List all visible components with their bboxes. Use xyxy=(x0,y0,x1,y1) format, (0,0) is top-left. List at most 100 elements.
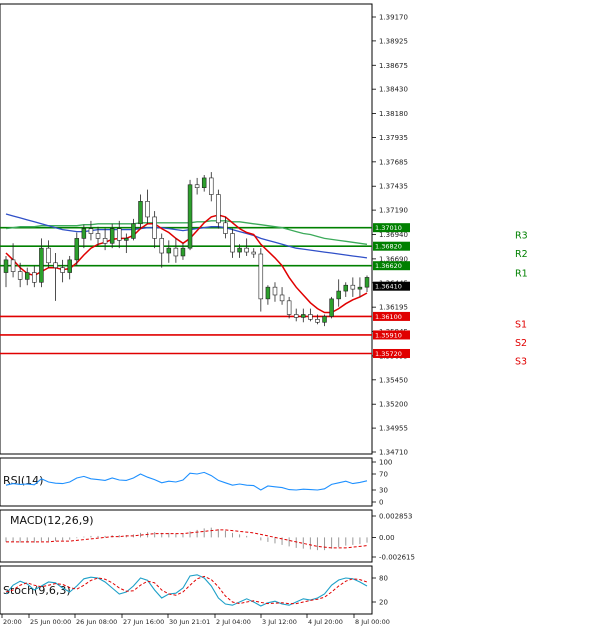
candle-bear xyxy=(46,247,51,264)
candle-bear xyxy=(209,177,214,195)
price-panel: 1.39170 1.38925 1.38675 1.38430 1.38180 1.379… xyxy=(0,3,528,457)
stoch-axis: 80 20 xyxy=(372,575,388,607)
candle-bull xyxy=(138,201,143,225)
candle-bear xyxy=(152,216,157,239)
time-tick-label: 27 Jun 16:00 xyxy=(123,618,164,626)
level-price-badges: 1.37010 1.36820 1.36620 1.36100 1.35910 1.357… xyxy=(373,223,410,358)
candle-bull xyxy=(201,177,207,188)
candle-bull xyxy=(166,247,172,254)
moving-averages xyxy=(5,213,368,314)
candle-bull xyxy=(336,290,341,300)
candle-bear xyxy=(145,201,150,218)
rsi-panel-frame xyxy=(0,457,373,507)
candle-bear xyxy=(102,238,108,244)
candle-bull xyxy=(124,238,129,241)
time-tick-label: 20:00 xyxy=(3,618,22,626)
candle-bull xyxy=(131,223,136,239)
time-tick-label: 30 Jun 21:01 xyxy=(169,618,210,626)
candle-bull xyxy=(265,286,271,300)
macd-title: MACD(12,26,9) xyxy=(10,514,94,527)
level-badge-s3 xyxy=(373,348,410,358)
candle-bear xyxy=(117,228,122,241)
ma-mid-line xyxy=(5,213,368,259)
level-labels: R3 R2 R1 S1 S2 S3 xyxy=(515,231,528,368)
candle-bull xyxy=(109,228,115,244)
candle-bear xyxy=(32,272,37,283)
candle-bear xyxy=(244,247,249,253)
rsi-axis: 100 70 30 0 xyxy=(372,459,392,507)
candle-bear xyxy=(194,184,200,188)
candle-bull xyxy=(81,228,87,239)
stoch-panel: Stoch(9,6,3) 80 20 xyxy=(0,565,388,615)
level-badge-r1 xyxy=(373,261,410,271)
level-badge-value: 1.35720 xyxy=(375,350,402,358)
level-badge-value: 1.35910 xyxy=(375,331,402,339)
stoch-main-line xyxy=(5,574,368,607)
level-badge-value: 1.36620 xyxy=(375,262,402,270)
rsi-tick-label: 30 xyxy=(379,487,388,495)
price-tick-label: 1.38675 xyxy=(379,62,408,70)
candle-bull xyxy=(329,298,334,317)
current-price-badge: 1.36410 xyxy=(373,281,410,291)
candle-bull xyxy=(357,286,363,290)
rsi-line xyxy=(5,471,368,491)
stoch-lines xyxy=(5,574,368,607)
candle-bear xyxy=(286,300,292,315)
candle-bear xyxy=(272,286,278,296)
candle-bear xyxy=(223,222,228,234)
level-name-s1: S1 xyxy=(515,319,527,330)
macd-histogram xyxy=(5,527,368,551)
candle-bull xyxy=(343,284,349,292)
macd-tick-label: 0.00 xyxy=(379,534,395,542)
macd-tick-label: 0.002853 xyxy=(379,513,412,521)
rsi-tick-label: 70 xyxy=(379,471,388,479)
price-axis: 1.39170 1.38925 1.38675 1.38430 1.38180 1.379… xyxy=(372,14,408,457)
candle-bear xyxy=(88,228,94,234)
level-name-r1: R1 xyxy=(515,269,528,280)
price-panel-frame xyxy=(0,3,373,455)
candle-bear xyxy=(216,194,221,224)
candle-bull xyxy=(301,314,306,318)
candlesticks xyxy=(3,172,370,327)
candle-bull xyxy=(3,259,9,273)
time-tick-label: 4 Jul 20:00 xyxy=(308,618,343,626)
level-badge-value: 1.37010 xyxy=(375,224,402,232)
macd-panel-frame xyxy=(0,509,373,563)
time-tick-label: 8 Jul 00:00 xyxy=(355,618,390,626)
price-tick-label: 1.34710 xyxy=(379,449,408,457)
candle-bear xyxy=(173,247,179,257)
level-name-s2: S2 xyxy=(515,338,527,349)
candle-bull xyxy=(67,259,72,273)
candle-bear xyxy=(159,238,164,254)
stoch-title: Stoch(9,6,3) xyxy=(3,584,71,597)
level-badge-value: 1.36820 xyxy=(375,243,402,251)
candle-bull xyxy=(364,277,370,288)
candle-bear xyxy=(53,262,58,268)
stoch-signal-line xyxy=(5,575,368,605)
macd-axis: 0.002853 0.00 -0.002615 xyxy=(372,513,415,562)
macd-signal-line xyxy=(6,529,368,549)
candle-bull xyxy=(39,247,44,283)
candle-bear xyxy=(230,233,235,253)
stoch-tick-label: 20 xyxy=(379,599,388,607)
level-badge-s1 xyxy=(373,311,410,321)
candle-bull xyxy=(74,238,80,261)
price-tick-label: 1.34955 xyxy=(379,425,408,433)
level-name-r2: R2 xyxy=(515,249,528,260)
rsi-tick-label: 0 xyxy=(379,499,383,507)
stoch-tick-label: 80 xyxy=(379,575,388,583)
candle-bull xyxy=(187,184,193,249)
level-badge-value: 1.36100 xyxy=(375,313,402,321)
current-price-box xyxy=(373,281,410,291)
candle-bear xyxy=(258,253,264,300)
rsi-line xyxy=(5,471,368,491)
price-tick-label: 1.37935 xyxy=(379,134,408,142)
candle-bear xyxy=(315,319,320,323)
price-tick-label: 1.35200 xyxy=(379,401,408,409)
candle-bear xyxy=(95,233,101,239)
level-badge-s2 xyxy=(373,330,410,340)
time-axis: 20:00 25 Jun 00:00 26 Jun 08:00 27 Jun 16:0… xyxy=(1,614,390,626)
candle-bear xyxy=(308,314,313,320)
